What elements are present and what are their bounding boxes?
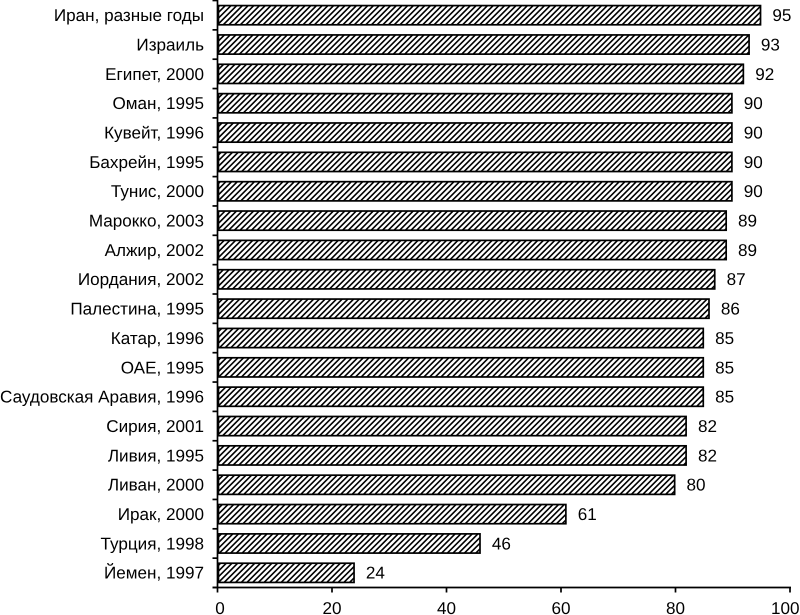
svg-text:Марокко, 2003: Марокко, 2003 [89,212,204,231]
svg-text:Иран, разные годы: Иран, разные годы [54,6,204,25]
svg-text:61: 61 [578,505,597,524]
svg-text:82: 82 [698,446,717,465]
svg-text:Ливан, 2000: Ливан, 2000 [108,476,204,495]
svg-text:Саудовская Аравия, 1996: Саудовская Аравия, 1996 [0,388,204,407]
svg-text:100: 100 [771,599,800,615]
svg-text:24: 24 [366,564,385,583]
svg-text:90: 90 [744,94,763,113]
svg-text:Алжир, 2002: Алжир, 2002 [105,241,204,260]
svg-text:Кувейт, 1996: Кувейт, 1996 [104,123,204,142]
svg-text:Израиль: Израиль [136,35,204,54]
svg-text:Египет, 2000: Египет, 2000 [105,65,204,84]
svg-text:Оман, 1995: Оман, 1995 [112,94,204,113]
svg-text:85: 85 [715,358,734,377]
svg-text:46: 46 [492,534,511,553]
svg-text:Ирак, 2000: Ирак, 2000 [118,505,204,524]
svg-text:93: 93 [761,35,780,54]
svg-text:20: 20 [322,599,341,615]
svg-text:Ливия, 1995: Ливия, 1995 [108,446,204,465]
svg-text:60: 60 [551,599,570,615]
svg-text:ОАЕ, 1995: ОАЕ, 1995 [121,358,204,377]
svg-text:92: 92 [755,65,774,84]
svg-text:90: 90 [744,123,763,142]
svg-text:90: 90 [744,182,763,201]
svg-text:Турция, 1998: Турция, 1998 [101,534,204,553]
svg-text:89: 89 [738,212,757,231]
svg-text:Йемен, 1997: Йемен, 1997 [104,563,204,583]
svg-text:Палестина, 1995: Палестина, 1995 [70,300,204,319]
svg-text:90: 90 [744,153,763,172]
svg-text:85: 85 [715,388,734,407]
svg-text:80: 80 [687,476,706,495]
svg-text:80: 80 [666,599,685,615]
svg-text:0: 0 [215,599,225,615]
svg-text:95: 95 [772,6,791,25]
svg-text:89: 89 [738,241,757,260]
svg-text:Катар, 1996: Катар, 1996 [111,329,204,348]
svg-text:Сирия, 2001: Сирия, 2001 [106,417,204,436]
svg-text:Бахрейн, 1995: Бахрейн, 1995 [89,153,204,172]
svg-text:40: 40 [437,599,456,615]
svg-text:Иордания, 2002: Иордания, 2002 [78,270,204,289]
svg-text:85: 85 [715,329,734,348]
svg-text:Тунис, 2000: Тунис, 2000 [111,182,204,201]
svg-text:86: 86 [721,300,740,319]
svg-text:87: 87 [727,270,746,289]
svg-text:82: 82 [698,417,717,436]
